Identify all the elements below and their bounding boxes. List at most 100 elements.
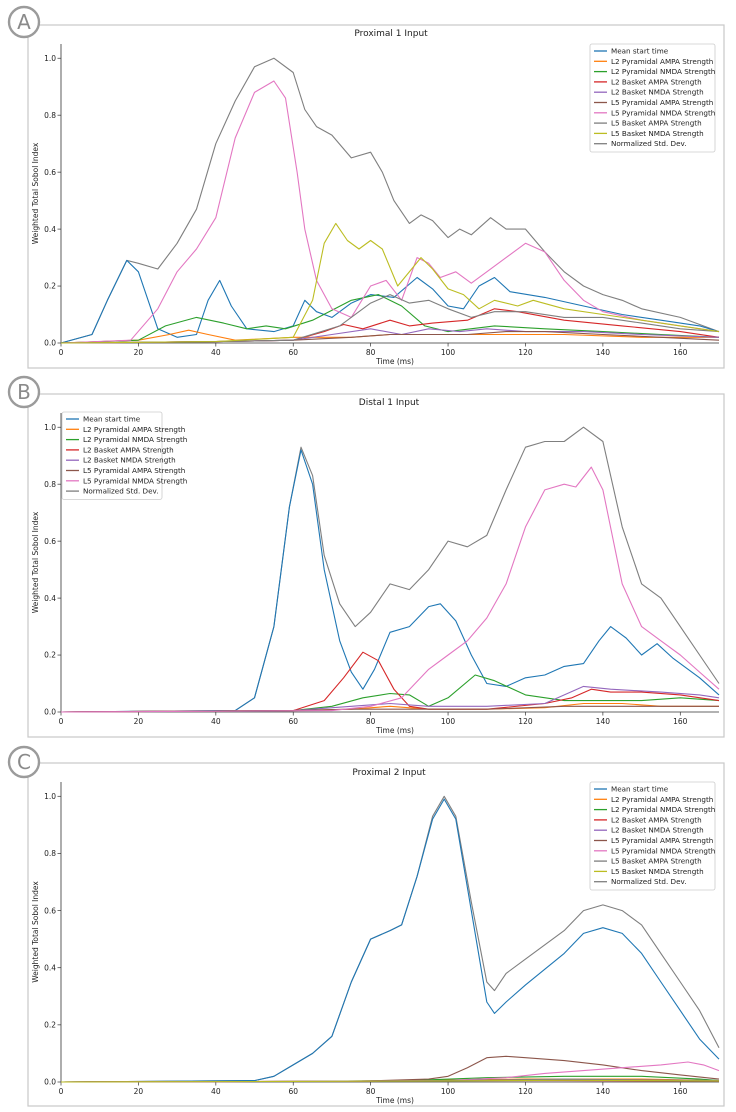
legend-label: L2 Basket NMDA Strength — [83, 456, 176, 465]
legend-label: L5 Basket NMDA Strength — [611, 129, 704, 138]
panel-label-circle — [7, 745, 41, 779]
y-axis-title: Weighted Total Sobol Index — [31, 511, 40, 613]
x-tick-label: 140 — [596, 348, 611, 357]
y-tick-label: 0.2 — [44, 651, 56, 660]
x-tick-label: 160 — [673, 717, 688, 726]
legend-label: L2 Basket NMDA Strength — [611, 826, 704, 835]
y-axis-title: Weighted Total Sobol Index — [31, 881, 40, 983]
series-line — [60, 1055, 720, 1083]
x-tick-label: 60 — [288, 1087, 298, 1096]
x-tick-label: 60 — [288, 717, 298, 726]
panel-frame — [27, 24, 725, 369]
y-tick-label: 1.0 — [44, 54, 56, 63]
legend-label: Normalized Std. Dev. — [611, 877, 687, 886]
legend-label: L2 Basket NMDA Strength — [611, 88, 704, 97]
series-line — [60, 466, 720, 713]
legend-label: L5 Pyramidal NMDA Strength — [611, 846, 715, 855]
y-tick-label: 0.0 — [44, 708, 56, 717]
x-axis-title: Time (ms) — [375, 1096, 414, 1105]
chart-title: Proximal 1 Input — [354, 29, 428, 39]
series-line — [60, 57, 720, 344]
series-line — [60, 674, 720, 713]
legend-box — [61, 411, 163, 500]
x-tick-label: 40 — [211, 717, 221, 726]
legend-label: L2 Basket AMPA Strength — [611, 77, 702, 86]
x-tick-label: 120 — [518, 348, 533, 357]
y-axis-title: Weighted Total Sobol Index — [31, 142, 40, 244]
panel-frame — [27, 762, 725, 1107]
series-line — [60, 685, 720, 713]
x-tick-label: 100 — [441, 717, 456, 726]
legend-label: L5 Pyramidal AMPA Strength — [611, 98, 713, 107]
series-group — [60, 426, 720, 713]
x-tick-label: 40 — [211, 1087, 221, 1096]
x-tick-label: 60 — [288, 348, 298, 357]
y-tick-label: 0.8 — [44, 480, 56, 489]
panel-label-circle — [7, 5, 41, 39]
legend-label: L5 Pyramidal NMDA Strength — [83, 476, 187, 485]
x-axis-title: Time (ms) — [375, 726, 414, 735]
legend-label: L5 Basket AMPA Strength — [611, 119, 702, 128]
chart-title: Distal 1 Input — [359, 398, 420, 408]
series-line — [60, 798, 720, 1083]
x-tick-label: 20 — [134, 717, 144, 726]
y-tick-label: 0.8 — [44, 111, 56, 120]
x-tick-label: 40 — [211, 348, 221, 357]
legend-label: L2 Pyramidal AMPA Strength — [611, 57, 713, 66]
x-tick-label: 140 — [596, 717, 611, 726]
x-tick-label: 120 — [518, 1087, 533, 1096]
legend-label: L5 Pyramidal NMDA Strength — [611, 108, 715, 117]
series-line — [60, 294, 720, 344]
x-tick-label: 100 — [441, 348, 456, 357]
y-tick-label: 0.0 — [44, 339, 56, 348]
legend-label: L2 Basket AMPA Strength — [83, 445, 174, 454]
panel-label: A — [7, 5, 41, 39]
panel-label-circle — [7, 375, 41, 409]
x-axis-title: Time (ms) — [375, 357, 414, 366]
x-tick-label: 20 — [134, 1087, 144, 1096]
legend-label: L2 Basket AMPA Strength — [611, 815, 702, 824]
y-tick-label: 0.4 — [44, 963, 56, 972]
legend-label: L5 Basket NMDA Strength — [611, 867, 704, 876]
x-tick-label: 0 — [59, 1087, 64, 1096]
legend-label: L2 Pyramidal AMPA Strength — [83, 425, 185, 434]
legend-label: L5 Pyramidal AMPA Strength — [611, 836, 713, 845]
chart-panel-c: C Proximal 2 Input 0 20 40 60 80 100 120 140 160 0.… — [7, 745, 725, 1107]
legend-label: L5 Pyramidal AMPA Strength — [83, 466, 185, 475]
series-line — [60, 449, 720, 713]
series-group — [60, 795, 720, 1083]
y-tick-label: 0.2 — [44, 1021, 56, 1030]
legend-label: Normalized Std. Dev. — [611, 139, 687, 148]
y-tick-label: 1.0 — [44, 792, 56, 801]
x-tick-label: 20 — [134, 348, 144, 357]
legend-label: L2 Pyramidal NMDA Strength — [611, 67, 715, 76]
x-tick-label: 120 — [518, 717, 533, 726]
x-tick-label: 80 — [366, 1087, 376, 1096]
panel-label-text: C — [17, 750, 31, 774]
x-tick-label: 160 — [673, 1087, 688, 1096]
y-tick-label: 0.6 — [44, 537, 56, 546]
panel-frame — [27, 393, 725, 738]
y-tick-label: 0.6 — [44, 906, 56, 915]
y-tick-label: 1.0 — [44, 423, 56, 432]
y-tick-label: 0.6 — [44, 168, 56, 177]
x-tick-label: 100 — [441, 1087, 456, 1096]
y-tick-label: 0.4 — [44, 225, 56, 234]
x-tick-label: 80 — [366, 717, 376, 726]
panel-label-text: A — [17, 10, 31, 34]
x-tick-label: 80 — [366, 348, 376, 357]
panel-label-text: B — [17, 380, 31, 404]
x-tick-label: 160 — [673, 348, 688, 357]
series-line — [60, 705, 719, 713]
legend-label: Normalized Std. Dev. — [83, 487, 159, 496]
chart-panel-b: B Distal 1 Input 0 20 40 60 80 100 120 140 160 0.0 0… — [7, 375, 725, 738]
legend-box — [589, 43, 716, 153]
panel-label: B — [7, 375, 41, 409]
chart-title: Proximal 2 Input — [352, 768, 426, 778]
y-tick-label: 0.4 — [44, 594, 56, 603]
legend-label: L2 Pyramidal NMDA Strength — [83, 435, 187, 444]
legend-label: Mean start time — [83, 415, 141, 424]
